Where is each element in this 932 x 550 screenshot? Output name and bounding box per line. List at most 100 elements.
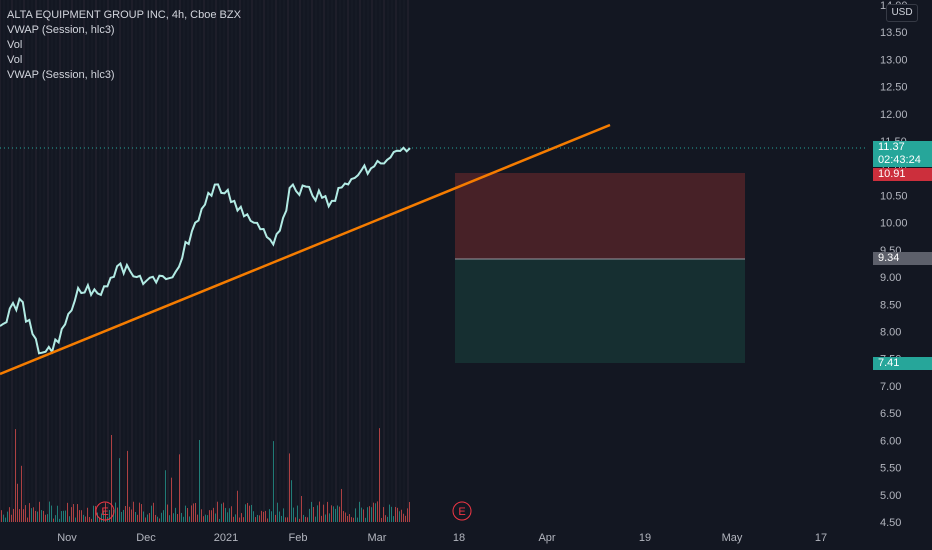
- time-axis[interactable]: Nov Dec 2021 Feb Mar 18 Apr 19 May 17: [57, 532, 827, 544]
- volume-bar: [87, 507, 88, 522]
- volume-bar: [335, 508, 336, 522]
- price-tick: 12.50: [880, 82, 908, 94]
- price-tick: 5.00: [880, 490, 901, 502]
- volume-bar: [109, 510, 110, 522]
- volume-bar: [117, 507, 118, 522]
- volume-bar: [25, 505, 26, 522]
- volume-bar: [95, 506, 96, 522]
- volume-bar: [11, 514, 12, 522]
- volume-bar: [187, 508, 188, 522]
- volume-bar: [21, 465, 22, 522]
- indicator-vwap-1[interactable]: VWAP (Session, hlc3): [7, 24, 115, 36]
- volume-bar: [171, 477, 172, 522]
- volume-bar: [147, 514, 148, 522]
- volume-bar: [127, 450, 128, 522]
- volume-bar: [239, 517, 240, 522]
- volume-bar: [23, 509, 24, 522]
- volume-bar: [233, 516, 234, 522]
- volume-bar: [45, 514, 46, 522]
- volume-bar: [217, 501, 218, 522]
- volume-bar: [245, 504, 246, 522]
- earnings-event-1[interactable]: E: [95, 501, 115, 521]
- time-tick: Apr: [538, 532, 555, 544]
- volume-bar: [313, 507, 314, 522]
- volume-bar: [257, 514, 258, 522]
- volume-bar: [367, 507, 368, 522]
- volume-bar: [375, 503, 376, 522]
- volume-bar: [383, 507, 384, 522]
- volume-bar: [377, 501, 378, 522]
- volume-bar: [281, 515, 282, 522]
- volume-bar: [85, 516, 86, 522]
- volume-bar: [259, 515, 260, 522]
- volume-bar: [275, 514, 276, 522]
- volume-bar: [305, 516, 306, 522]
- volume-bar: [405, 515, 406, 522]
- indicator-vol-2[interactable]: Vol: [7, 54, 23, 66]
- earnings-event-2[interactable]: E: [452, 501, 472, 521]
- volume-bar: [361, 507, 362, 522]
- price-tick: 4.50: [880, 517, 901, 529]
- volume-bar: [195, 503, 196, 522]
- volume-bar: [47, 514, 48, 522]
- volume-bar: [227, 512, 228, 522]
- volume-bar: [365, 517, 366, 522]
- volume-bar: [5, 517, 6, 522]
- volume-bar: [289, 453, 290, 522]
- earnings-event-label: E: [458, 506, 465, 518]
- volume-bar: [269, 509, 270, 522]
- price-tick: 8.50: [880, 299, 901, 311]
- volume-bar: [197, 514, 198, 522]
- volume-bar: [35, 510, 36, 522]
- volume-bar: [137, 514, 138, 522]
- price-tick: 9.00: [880, 272, 901, 284]
- volume-bar: [177, 514, 178, 522]
- price-tick: 6.00: [880, 435, 901, 447]
- volume-bar: [347, 516, 348, 522]
- volume-bar: [53, 518, 54, 522]
- volume-bar: [61, 511, 62, 522]
- volume-bar: [403, 513, 404, 522]
- trendline[interactable]: [0, 123, 611, 376]
- volume-bar: [301, 496, 302, 522]
- volume-bar: [15, 429, 16, 522]
- volume-bar: [265, 510, 266, 522]
- volume-bar: [19, 509, 20, 522]
- target-zone[interactable]: [455, 259, 745, 363]
- volume-bar: [267, 518, 268, 522]
- volume-bar: [7, 511, 8, 522]
- volume-bar: [285, 517, 286, 522]
- volume-bar: [83, 514, 84, 522]
- volume-bar: [277, 502, 278, 522]
- volume-bar: [183, 516, 184, 522]
- stop-zone[interactable]: [455, 173, 745, 259]
- price-tick: 9.50: [880, 245, 901, 257]
- volume-bar: [401, 509, 402, 522]
- volume-bars: [1, 428, 410, 522]
- volume-bar: [73, 504, 74, 522]
- volume-bar: [359, 501, 360, 522]
- volume-bar: [97, 512, 98, 522]
- volume-bar: [141, 504, 142, 522]
- volume-bar: [345, 512, 346, 522]
- indicator-vwap-2[interactable]: VWAP (Session, hlc3): [7, 69, 115, 81]
- chart-legend: ALTA EQUIPMENT GROUP INC, 4h, Cboe BZX V…: [7, 8, 241, 83]
- volume-bar: [93, 505, 94, 522]
- currency-button[interactable]: USD: [886, 4, 918, 22]
- price-tick: 6.50: [880, 408, 901, 420]
- volume-bar: [29, 503, 30, 522]
- volume-bar: [387, 516, 388, 522]
- volume-bar: [219, 518, 220, 522]
- volume-bar: [133, 501, 134, 522]
- volume-bar: [39, 501, 40, 522]
- indicator-vol-1[interactable]: Vol: [7, 39, 23, 51]
- volume-bar: [63, 510, 64, 522]
- symbol-title[interactable]: ALTA EQUIPMENT GROUP INC, 4h, Cboe BZX: [7, 9, 241, 21]
- volume-bar: [139, 502, 140, 522]
- entry-price-tag: 9.34: [873, 252, 932, 265]
- volume-bar: [77, 504, 78, 522]
- volume-bar: [253, 511, 254, 522]
- volume-bar: [249, 505, 250, 522]
- volume-bar: [331, 505, 332, 522]
